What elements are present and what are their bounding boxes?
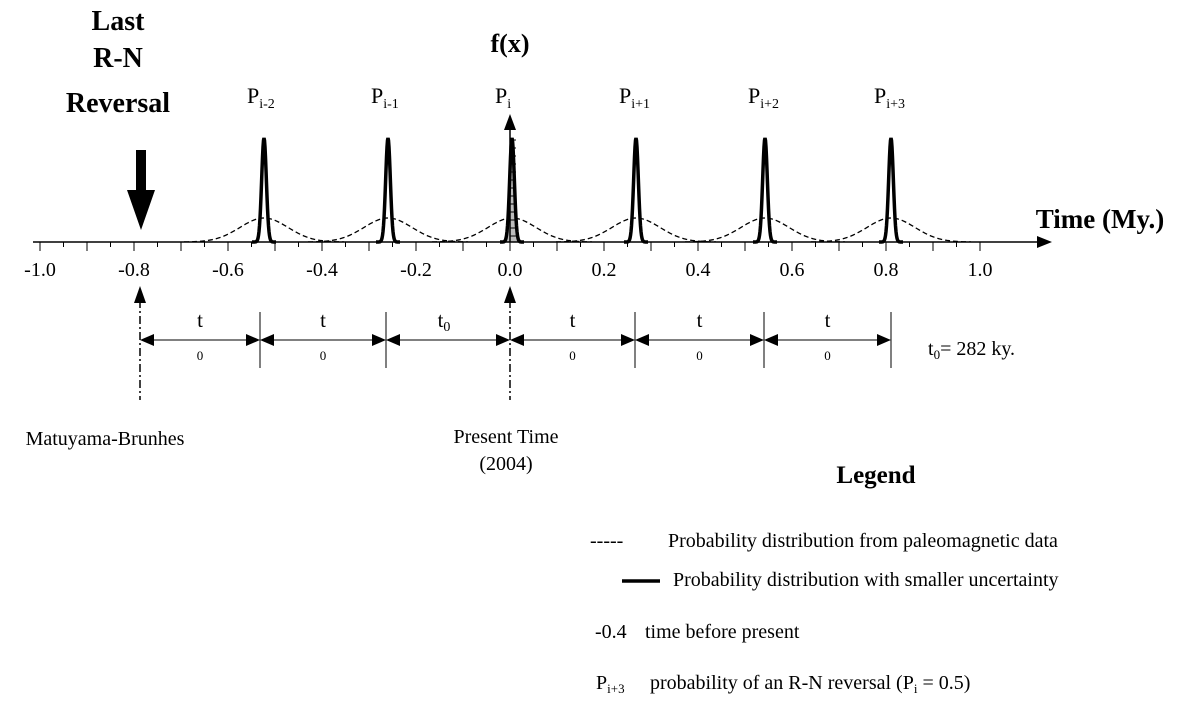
interval-dimension: t0: [140, 308, 260, 363]
peak-label: Pi-2: [247, 83, 275, 112]
marker-present-time: [504, 286, 516, 400]
t0-note: t0= 282 ky.: [928, 338, 1015, 362]
narrow-distribution-curve: [879, 137, 903, 244]
title-block: Last R-N Reversal: [66, 6, 170, 119]
peak-label: Pi: [495, 83, 511, 112]
paleomagnetic-distribution-curve: [307, 217, 469, 243]
interval-label-bottom: 0: [696, 348, 703, 363]
narrow-distribution-curve: [376, 137, 400, 244]
title-line-3: Reversal: [66, 88, 170, 119]
legend-item-smaller-uncertainty: Probability distribution with smaller un…: [673, 569, 1059, 591]
y-axis-label: f(x): [491, 29, 530, 58]
distribution-curves: [183, 137, 972, 244]
legend-dashed-key: -----: [590, 530, 623, 552]
y-axis-ticks: [510, 139, 516, 237]
interval-label: t0: [438, 308, 451, 335]
x-tick-label: 0.0: [498, 259, 523, 281]
paleomagnetic-distribution-curve: [183, 217, 345, 243]
interval-label-top: t: [570, 308, 576, 332]
present-time-label: Present Time: [453, 426, 558, 448]
paleomagnetic-distribution-curve: [810, 217, 972, 243]
interval-dimension: t0: [764, 308, 891, 363]
marker-matuyama-brunhes: [134, 286, 146, 400]
title-line-1: Last: [92, 6, 146, 37]
x-tick-label: 0.4: [686, 259, 711, 281]
legend-item-probability: probability of an R-N reversal (Pi = 0.5…: [650, 672, 970, 696]
x-axis-label: Time (My.): [1036, 204, 1164, 234]
peak-labels: Pi-2 Pi-1 Pi Pi+1 Pi+2 Pi+3: [247, 83, 905, 112]
legend: Legend ----- Probability distribution fr…: [590, 462, 1059, 696]
last-reversal-arrow: [127, 150, 155, 230]
x-axis-tick-labels: -1.0 -0.8 -0.6 -0.4 -0.2 0.0 0.2 0.4 0.6 0.8 1.0: [24, 259, 992, 281]
interval-dimension: t0: [260, 308, 386, 363]
legend-item-paleomagnetic: Probability distribution from paleomagne…: [668, 530, 1058, 552]
x-tick-label: -0.8: [118, 259, 150, 281]
interval-dimension: t0: [635, 308, 764, 363]
paleomagnetic-distribution-curve: [555, 217, 717, 243]
y-axis: [504, 114, 516, 242]
x-tick-label: 0.6: [780, 259, 805, 281]
legend-prob-key: Pi+3: [596, 672, 625, 696]
x-tick-label: 1.0: [968, 259, 993, 281]
interval-label-top: t: [825, 308, 831, 332]
legend-title: Legend: [836, 462, 915, 489]
peak-label: Pi-1: [371, 83, 399, 112]
narrow-distribution-curve: [624, 137, 648, 244]
x-tick-label: -0.4: [306, 259, 338, 281]
narrow-distribution-curve: [753, 137, 777, 244]
x-tick-label: 0.8: [874, 259, 899, 281]
present-time-year-label: (2004): [479, 453, 532, 475]
interval-label-top: t: [697, 308, 703, 332]
peak-label: Pi+2: [748, 83, 779, 112]
title-line-2: R-N: [93, 43, 143, 74]
x-tick-label: 0.2: [592, 259, 617, 281]
peak-label: Pi+3: [874, 83, 905, 112]
x-axis-ticks: [39, 242, 981, 251]
x-tick-label: -0.2: [400, 259, 432, 281]
interval-label-bottom: 0: [197, 348, 204, 363]
interval-label-bottom: 0: [320, 348, 327, 363]
paleomagnetic-distribution-curve: [684, 217, 846, 243]
legend-item-time: time before present: [645, 621, 800, 643]
interval-label-bottom: 0: [569, 348, 576, 363]
x-tick-label: -0.6: [212, 259, 244, 281]
interval-dimension: t0: [386, 308, 510, 346]
interval-label-top: t: [320, 308, 326, 332]
x-axis: -1.0 -0.8 -0.6 -0.4 -0.2 0.0 0.2 0.4 0.6 0.8 1.0: [24, 236, 1052, 281]
x-tick-label: -1.0: [24, 259, 56, 281]
narrow-distribution-curve: [252, 137, 276, 244]
interval-label-bottom: 0: [824, 348, 831, 363]
matuyama-brunhes-label: Matuyama-Brunhes: [26, 428, 185, 450]
interval-label-top: t: [197, 308, 203, 332]
peak-label: Pi+1: [619, 83, 650, 112]
interval-dimension: t0: [510, 308, 635, 363]
legend-time-key: -0.4: [595, 621, 627, 643]
present-peak-fill: [500, 138, 524, 242]
